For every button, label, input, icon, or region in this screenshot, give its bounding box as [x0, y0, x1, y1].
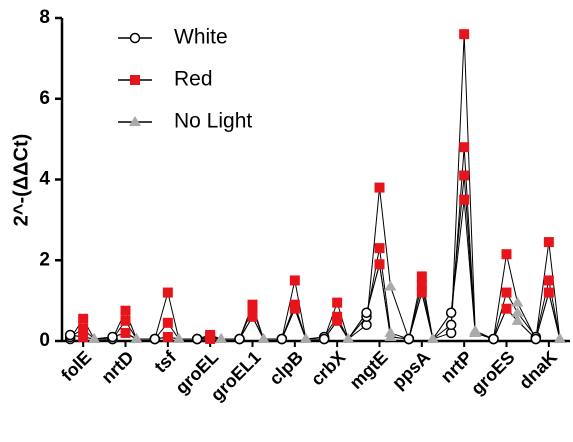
legend-marker: [129, 116, 141, 126]
data-point: [162, 331, 173, 342]
data-point: [384, 330, 397, 341]
data-point: [445, 319, 457, 331]
data-point: [459, 29, 470, 40]
data-point: [120, 315, 131, 326]
data-point: [78, 331, 89, 342]
data-point: [234, 333, 245, 345]
legend-marker: [130, 75, 140, 85]
data-point: [191, 333, 203, 345]
data-point: [459, 170, 470, 181]
data-point: [361, 307, 372, 318]
data-point: [162, 287, 173, 298]
x-tick-label: folE: [57, 347, 95, 385]
legend-label: Red: [174, 68, 213, 91]
data-point: [511, 296, 524, 307]
data-point: [289, 303, 300, 314]
data-point: [543, 275, 554, 286]
data-point: [553, 332, 566, 343]
data-point: [374, 182, 385, 193]
data-point: [469, 326, 482, 337]
data-point: [501, 249, 512, 260]
y-axis-label: 2^-(ΔΔCt): [10, 134, 32, 227]
data-point: [416, 279, 427, 290]
data-point: [107, 331, 118, 343]
data-point: [257, 332, 270, 343]
data-point: [318, 333, 330, 345]
data-point: [501, 303, 512, 314]
data-point: [172, 332, 185, 343]
data-point: [543, 237, 554, 248]
data-point: [403, 333, 415, 345]
data-point: [342, 332, 355, 343]
x-tick-label: groES: [467, 347, 519, 399]
data-point: [426, 332, 439, 343]
data-point: [459, 194, 470, 205]
data-point: [384, 280, 397, 291]
data-point: [543, 287, 554, 298]
legend-label: No Light: [174, 110, 252, 133]
x-tick-label: ppsA: [388, 347, 434, 393]
legend-label: White: [174, 26, 228, 49]
y-tick-label: 6: [39, 88, 50, 109]
y-tick-label: 0: [39, 330, 50, 351]
legend-marker: [129, 32, 141, 44]
data-point: [459, 142, 470, 153]
x-tick-label: clpB: [265, 347, 307, 389]
data-point: [511, 306, 524, 317]
data-point: [205, 333, 216, 344]
x-tick-label: crbX: [307, 347, 349, 389]
data-point: [149, 333, 161, 345]
data-point: [289, 275, 300, 286]
data-point: [416, 271, 427, 282]
data-point: [78, 313, 89, 324]
data-point: [78, 323, 89, 334]
replicate-line: [70, 199, 561, 341]
replicate-line: [70, 175, 561, 341]
data-point: [120, 327, 131, 338]
data-point: [162, 317, 173, 328]
y-tick-label: 2: [39, 249, 50, 270]
data-point: [332, 315, 343, 326]
data-point: [299, 332, 312, 343]
data-point: [332, 297, 343, 308]
data-point: [374, 243, 385, 254]
data-point: [445, 307, 457, 318]
data-point: [416, 287, 427, 298]
data-point: [130, 332, 143, 343]
data-point: [501, 287, 512, 298]
y-tick-label: 4: [39, 169, 50, 190]
y-tick-label: 8: [39, 7, 50, 28]
data-point: [120, 305, 131, 316]
data-point: [530, 333, 542, 345]
data-point: [64, 329, 76, 341]
x-tick-label: mgtE: [346, 347, 392, 393]
data-point: [247, 311, 258, 322]
data-point: [247, 303, 258, 314]
data-point: [215, 332, 228, 343]
data-point: [88, 332, 101, 343]
x-tick-label: tsf: [150, 346, 180, 376]
data-point: [488, 333, 499, 345]
data-point: [374, 259, 385, 270]
data-point: [511, 314, 524, 325]
x-tick-label: nrtD: [97, 347, 137, 387]
data-point: [276, 333, 288, 345]
replicate-line: [69, 147, 561, 340]
x-tick-label: dnaK: [515, 347, 561, 393]
